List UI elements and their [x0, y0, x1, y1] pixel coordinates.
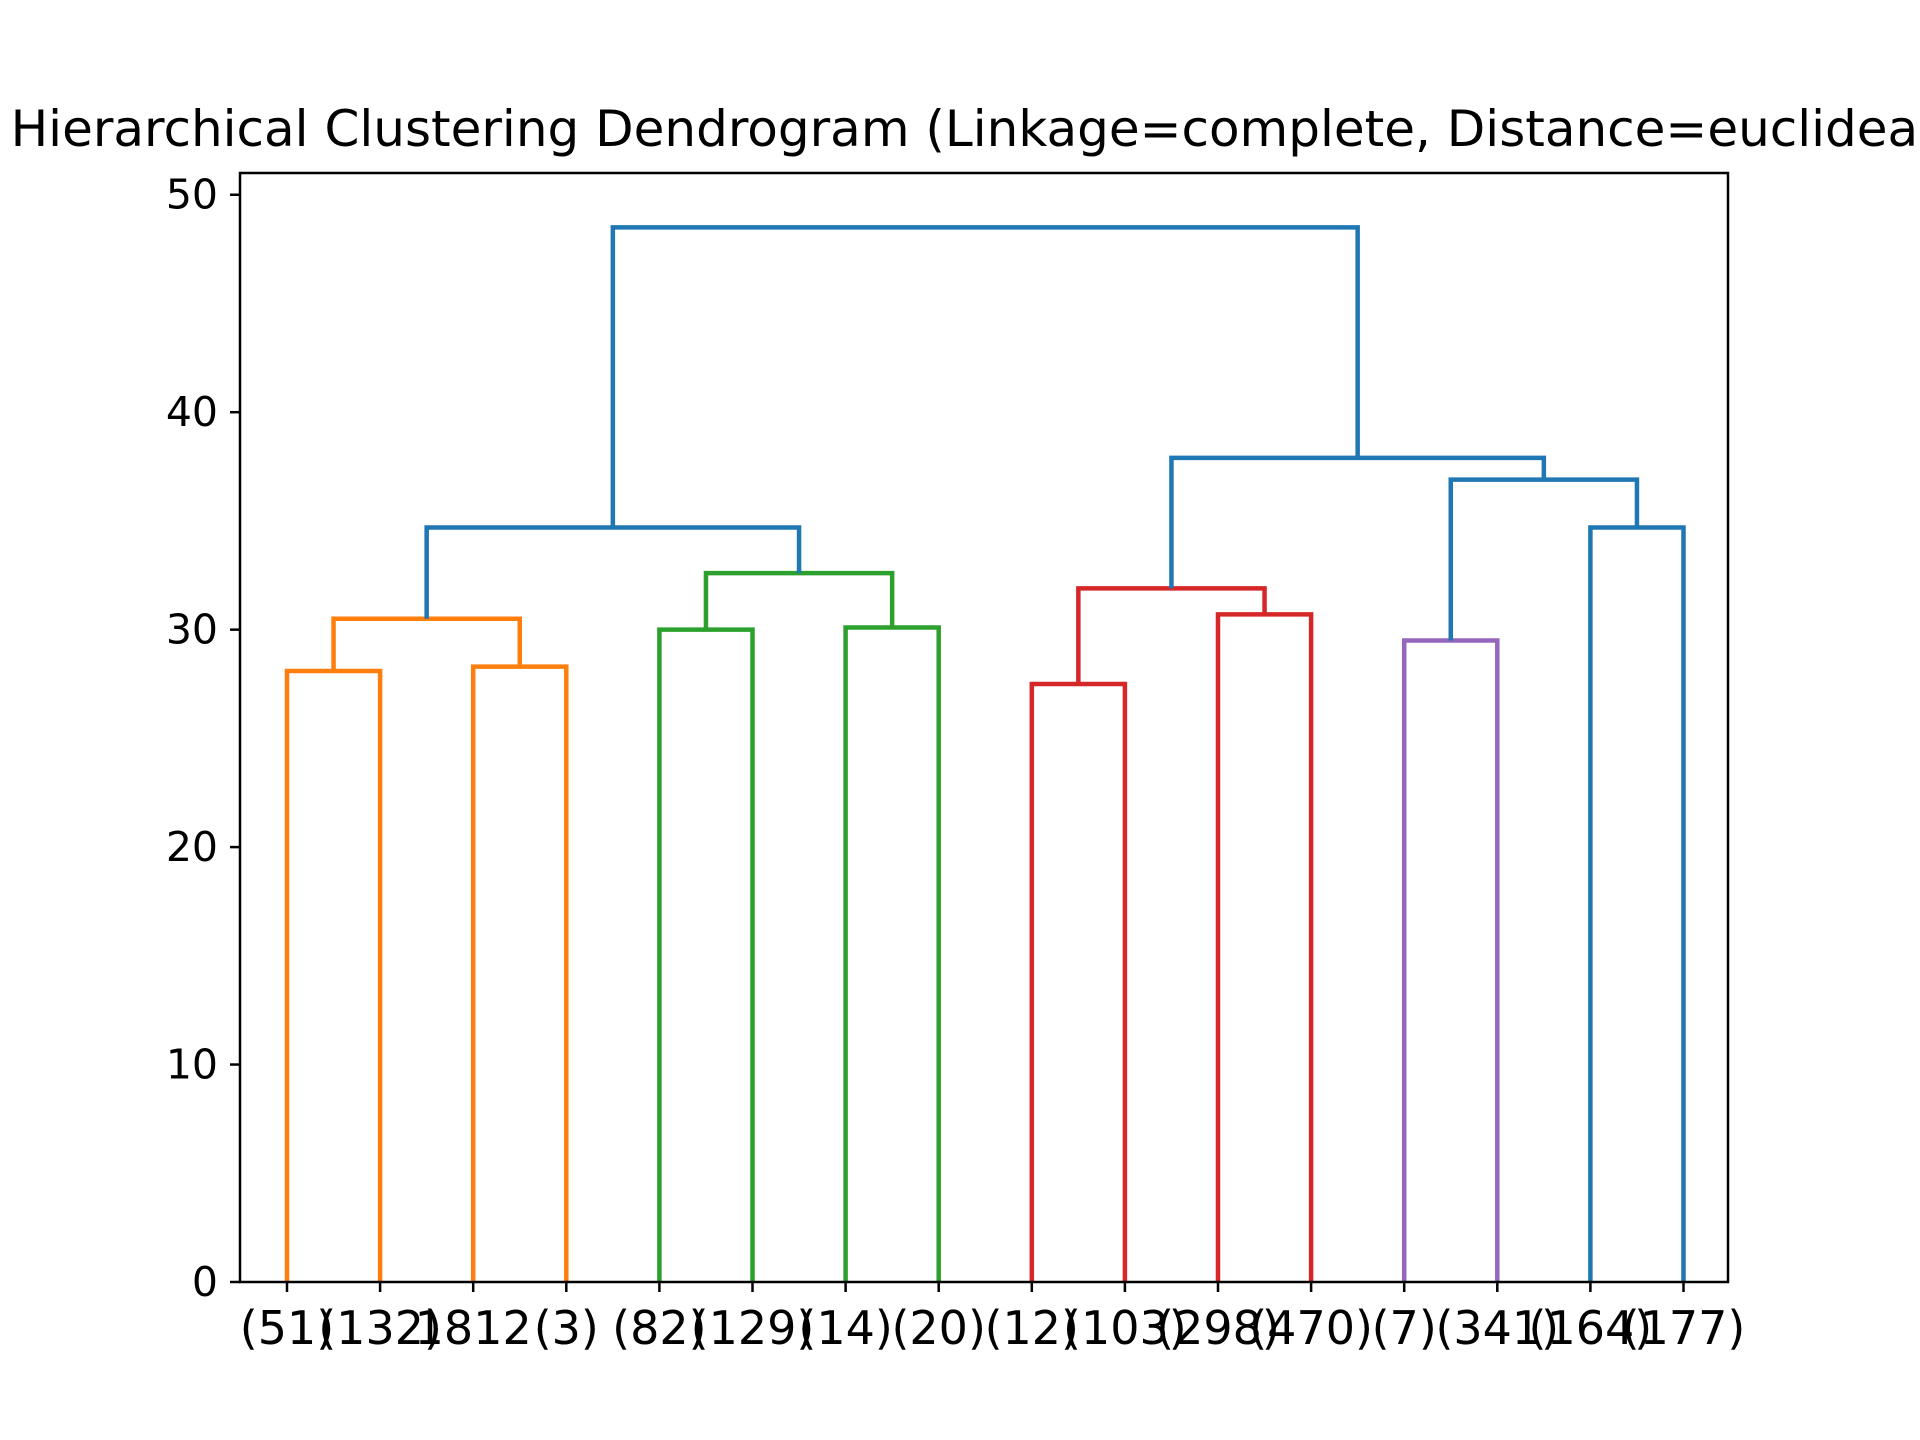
leaf-label-0: (51): [240, 1301, 334, 1355]
y-tick-label-0: 0: [192, 1258, 218, 1306]
dendrogram-link-10: [1401, 638, 1500, 1282]
leaf-label-13: (341): [1435, 1301, 1559, 1355]
leaf-label-4: (82): [612, 1301, 706, 1355]
leaf-label-8: (12): [985, 1301, 1079, 1355]
dendrogram-link-2: [331, 616, 522, 671]
dendrogram-link-12: [1448, 477, 1640, 641]
chart-title: Hierarchical Clustering Dendrogram (Link…: [11, 100, 1920, 158]
y-tick-label-40: 40: [166, 388, 218, 436]
y-tick-label-50: 50: [166, 171, 218, 219]
y-tick-label-30: 30: [166, 606, 218, 654]
dendrogram-link-14: [610, 225, 1360, 528]
y-tick-label-20: 20: [166, 823, 218, 871]
leaf-label-11: (470): [1249, 1301, 1373, 1355]
leaf-label-3: (3): [534, 1301, 599, 1355]
x-axis: (51)(132)1812 (3) (82)(129)(14)(20)(12)(10…: [240, 1282, 1746, 1355]
plot-frame: [238, 171, 1730, 1284]
dendrogram-link-0: [284, 668, 383, 1282]
dendrogram-link-3: [657, 627, 755, 1282]
leaf-label-12: (7): [1372, 1301, 1437, 1355]
dendrogram-links: [284, 225, 1686, 1282]
dendrogram-link-11: [1588, 525, 1686, 1282]
dendrogram-link-8: [1215, 612, 1314, 1282]
leaf-label-10: (298): [1156, 1301, 1280, 1355]
dendrogram-link-1: [470, 664, 569, 1282]
y-axis: 0 10 20 30 40 50: [166, 171, 240, 1306]
leaf-label-2: 1812: [415, 1301, 532, 1355]
leaf-label-15: (177): [1622, 1301, 1746, 1355]
leaf-label-6: (14): [798, 1301, 892, 1355]
dendrogram-link-9: [1076, 586, 1267, 685]
y-tick-label-10: 10: [166, 1041, 218, 1089]
dendrogram-link-5: [703, 570, 895, 630]
leaf-label-9: (103): [1063, 1301, 1187, 1355]
leaf-label-7: (20): [891, 1301, 985, 1355]
dendrogram-link-4: [843, 625, 941, 1282]
dendrogram-link-7: [1029, 681, 1128, 1282]
dendrogram-link-13: [1169, 455, 1547, 589]
leaf-label-5: (129): [691, 1301, 815, 1355]
leaf-label-1: (132): [318, 1301, 442, 1355]
leaf-label-14: (164): [1529, 1301, 1653, 1355]
